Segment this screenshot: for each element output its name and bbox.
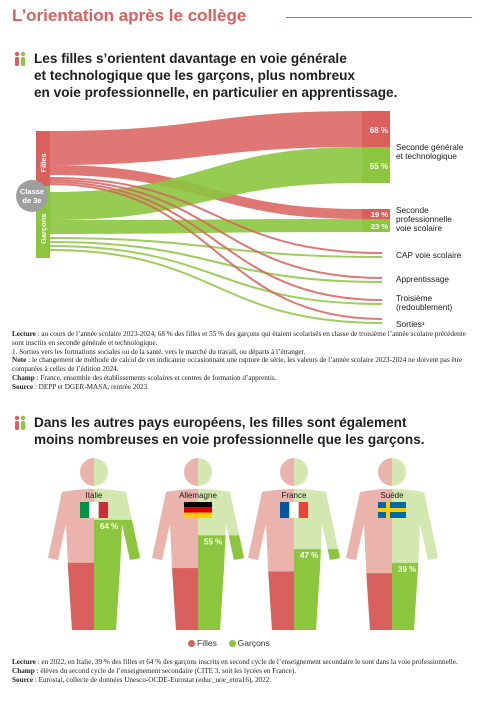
flow-garcons-sorties (49, 249, 383, 324)
france-flag-icon (280, 502, 308, 518)
lecture-note: Lecture : en 2022, en Italie, 39 % des f… (12, 658, 458, 666)
figure-suède (346, 458, 438, 630)
flow-garcons-seconde-gt (50, 147, 362, 220)
legend-item-garcons: Garçons (228, 638, 270, 648)
value-label-garcons: 64 % (100, 522, 118, 531)
dest-block-filles-seconde-pro (362, 209, 390, 219)
dest-block-garcons-seconde-gt (362, 147, 390, 183)
source-note: Source : DEPP et DGER-MASA, rentrée 2023… (12, 382, 149, 391)
bar-garcons-france (294, 549, 340, 630)
bar-filles-italie (67, 562, 94, 630)
bar-garcons-suède (392, 562, 419, 630)
champ-note: Champ : France, ensemble des établisseme… (12, 373, 277, 382)
flow-garcons-seconde-pro (50, 219, 362, 234)
destination-label: professionnelle (396, 214, 452, 224)
source-bar-filles (36, 131, 50, 186)
destination-label: et technologique (396, 151, 457, 161)
legend-item-filles: Filles (188, 638, 217, 648)
country-label: Allemagne (179, 491, 217, 500)
source-node-label: de 3e (22, 196, 41, 205)
figure-france (248, 458, 340, 630)
flow-filles-cap (49, 177, 383, 254)
flow-filles-redoublement (49, 181, 383, 301)
destination-label: Apprentissage (396, 274, 449, 284)
section1-heading: Les filles s’orientent davantage en voie… (34, 50, 474, 101)
figure-allemagne (152, 458, 244, 630)
section2-heading-line: moins nombreuses en voie professionnelle… (34, 432, 425, 447)
lecture-note: Lecture : au cours de l’année scolaire 2… (12, 330, 466, 347)
figure-italie (48, 458, 140, 630)
section2-heading: Dans les autres pays européens, les fill… (34, 414, 479, 448)
country-label: Italie (86, 491, 103, 500)
footnote-1: 1. Sorties vers les formations sociales … (12, 347, 306, 356)
section1-heading-line: et technologique que les garçons, plus n… (34, 68, 356, 83)
destination-label: CAP voie scolaire (396, 250, 462, 260)
section2-notes: Lecture : en 2022, en Italie, 39 % des f… (12, 658, 472, 684)
garcons-dot-icon (228, 640, 236, 647)
flow-garcons-cap (49, 237, 383, 258)
italy-flag-icon (80, 502, 108, 518)
flow-filles-seconde-gt (50, 111, 362, 165)
title-rule (286, 17, 472, 18)
destination-label: Troisième (396, 293, 432, 303)
bar-filles-france (268, 571, 294, 630)
value-label-garcons: 55 % (204, 537, 222, 546)
sweden-flag-icon (378, 502, 406, 518)
bar-garcons-italie (94, 519, 140, 630)
dest-block-garcons-seconde-pro (362, 219, 390, 232)
figures-chart: Italie 39 % 64 % Allemagne 36 % 55 % France 34 … (48, 458, 438, 630)
value-label-garcons: 39 % (398, 565, 416, 574)
section1-notes: Lecture : au cours de l’année scolaire 2… (12, 330, 472, 392)
value-label-filles-seconde-pro: 19 % (371, 210, 388, 219)
flow-filles-apprentissage (49, 179, 383, 279)
country-label: Suède (380, 491, 404, 500)
destination-label: Seconde (396, 205, 429, 215)
bar-garcons-allemagne (198, 535, 244, 630)
flow-garcons-redoublement (49, 245, 383, 305)
source-note: Source : Eurostat, collecte de données U… (12, 675, 272, 684)
value-label-filles-seconde-gt: 68 % (370, 126, 388, 135)
value-label-filles: 33 % (368, 575, 386, 584)
destination-label: Seconde générale (396, 142, 464, 152)
flow-garcons-apprentissage (49, 241, 383, 283)
people-icon (14, 415, 26, 430)
section2-heading-line: Dans les autres pays européens, les fill… (34, 415, 407, 430)
source-node-circle (16, 180, 48, 212)
page-title: L’orientation après le collège (12, 6, 247, 25)
method-note: Note : le changement de méthode de calcu… (12, 356, 463, 374)
people-icon (14, 51, 26, 66)
value-label-garcons-seconde-pro: 23 % (371, 222, 388, 231)
value-label-filles: 36 % (174, 570, 192, 579)
filles-dot-icon (188, 640, 195, 647)
value-label-garcons: 47 % (300, 551, 318, 560)
dest-block-filles-seconde-gt (362, 111, 390, 147)
section1-heading-line: en voie professionnelle, en particulier … (34, 85, 398, 100)
value-label-filles: 34 % (270, 574, 288, 583)
legend: Filles Garçons (188, 638, 270, 648)
source-node-label: Classe (20, 187, 44, 196)
flow-filles-sorties (49, 183, 383, 320)
value-label-garcons-seconde-gt: 55 % (370, 162, 388, 171)
destination-label: (redoublement) (396, 302, 453, 312)
group-label-filles: Filles (39, 153, 48, 172)
germany-flag-icon (184, 502, 212, 518)
destination-label: Sorties¹ (396, 319, 425, 329)
country-label: France (282, 491, 307, 500)
bar-filles-suède (366, 573, 392, 630)
section1-heading-line: Les filles s’orientent davantage en voie… (34, 51, 347, 66)
group-label-garcons: Garçons (39, 214, 48, 244)
champ-note: Champ : élèves du second cycle de l’ense… (12, 666, 297, 675)
destination-label: voie scolaire (396, 223, 443, 233)
value-label-filles: 39 % (70, 565, 88, 574)
bar-filles-allemagne (172, 568, 198, 630)
